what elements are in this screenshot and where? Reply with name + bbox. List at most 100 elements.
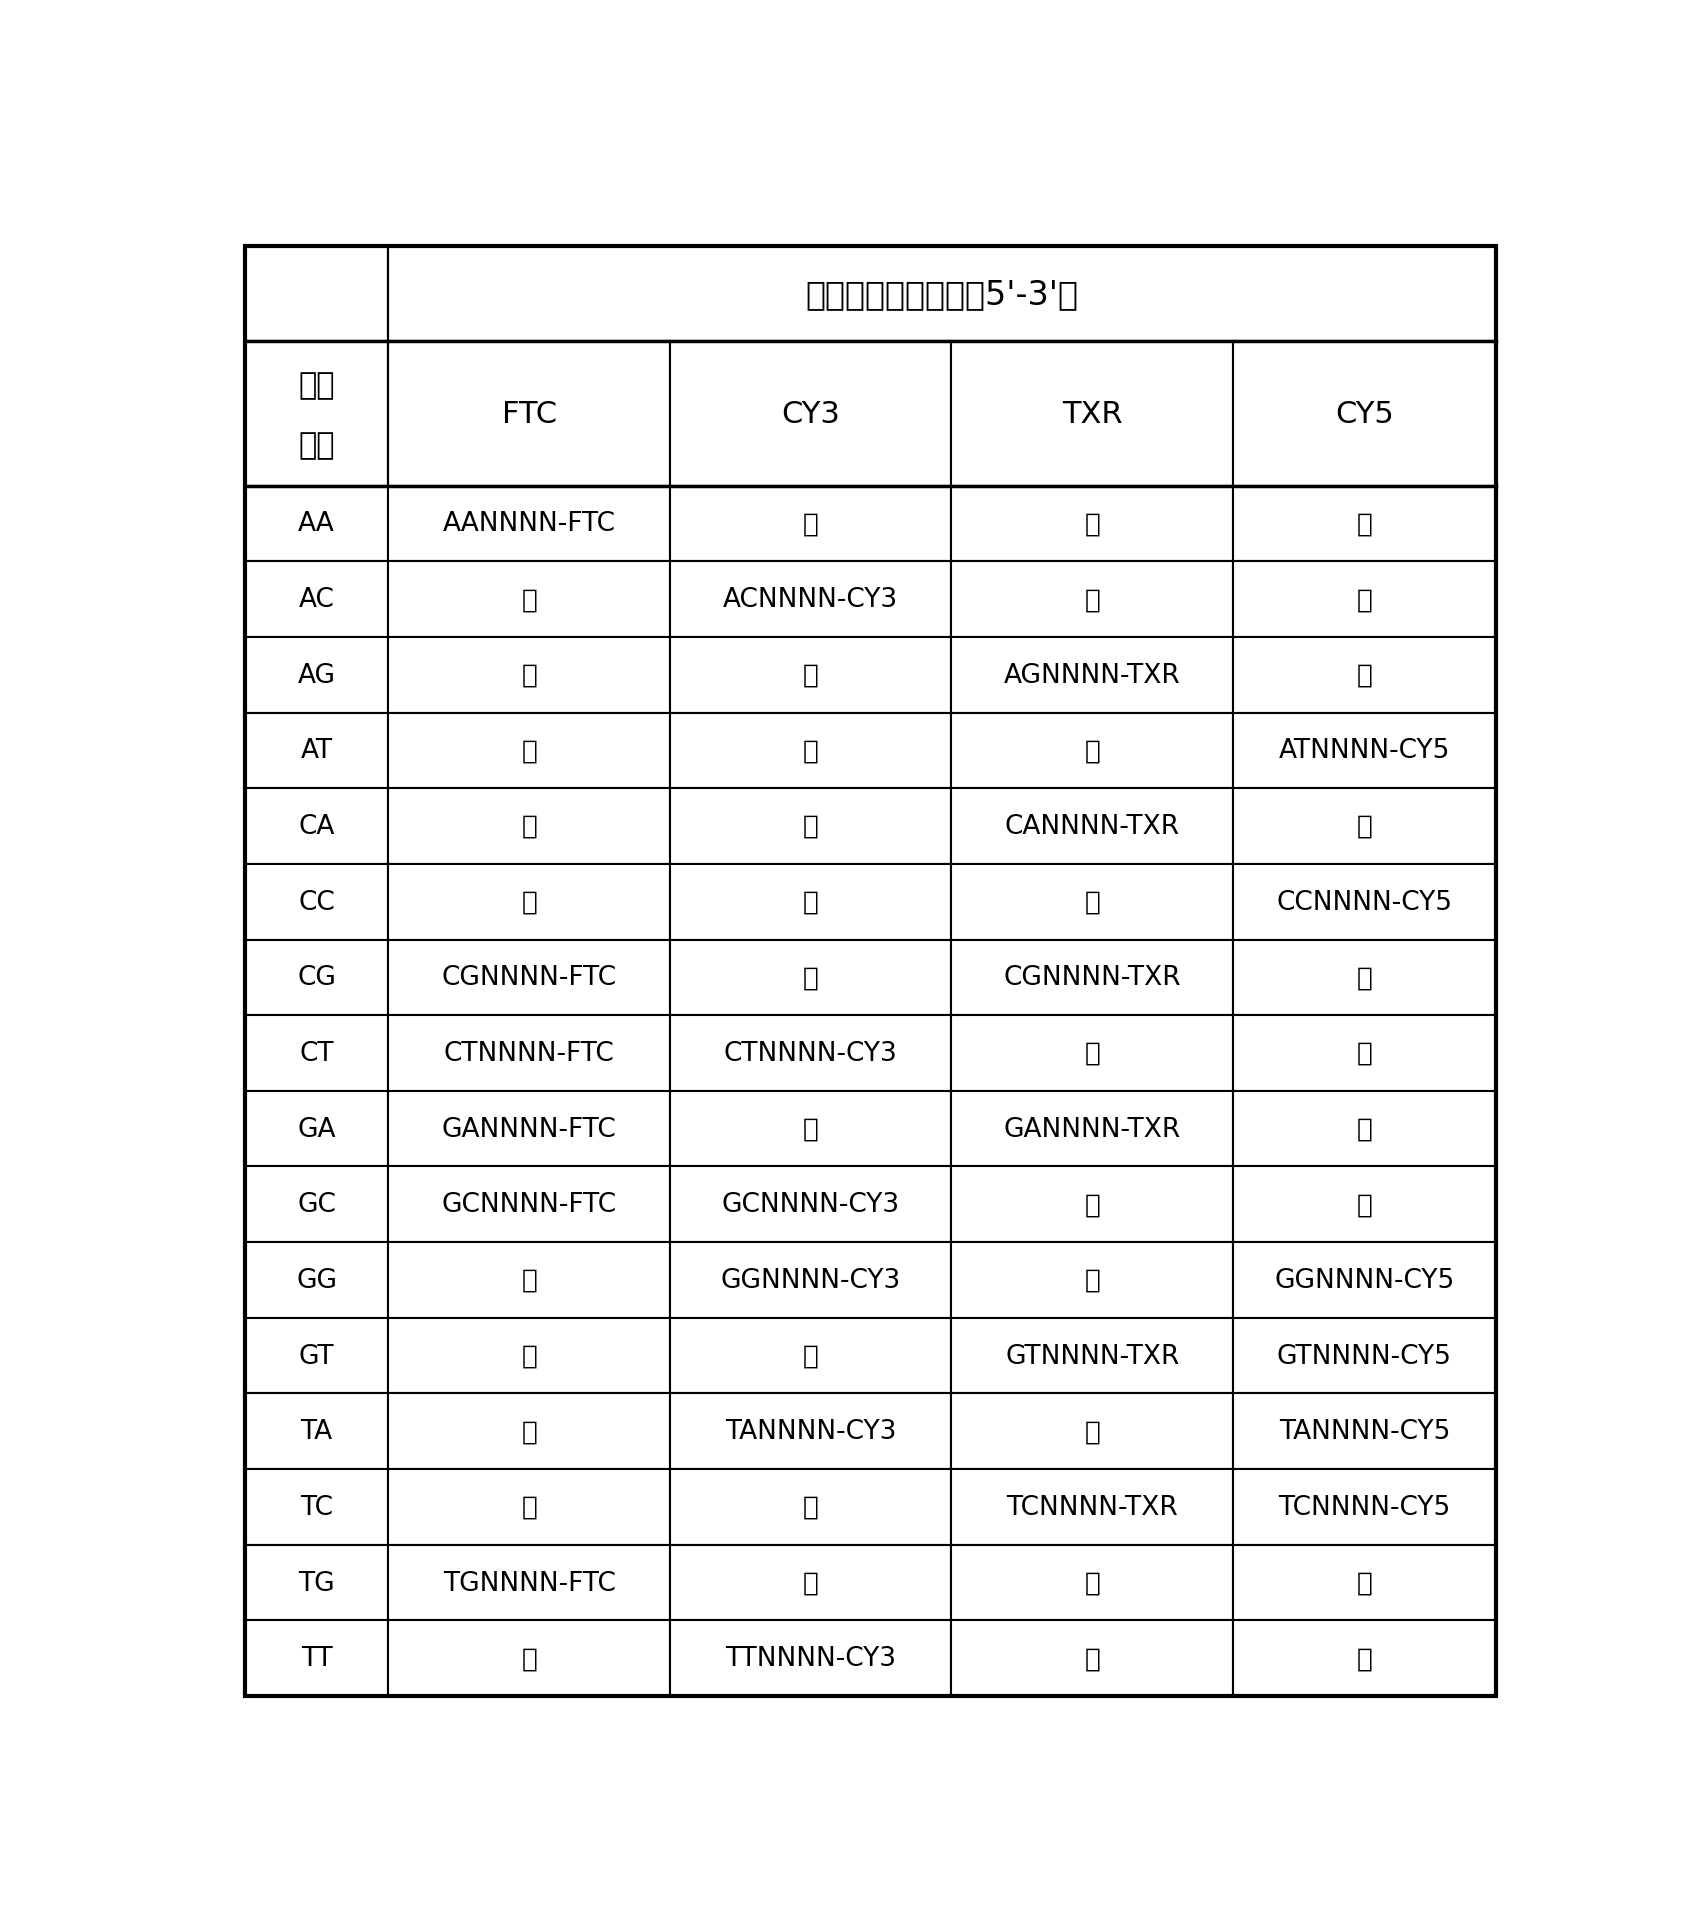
Text: 无: 无 (1084, 588, 1099, 612)
Bar (669, 1091, 952, 1168)
Bar (952, 486, 1233, 563)
Bar (952, 1242, 1233, 1319)
Text: 无: 无 (1357, 1569, 1372, 1596)
Bar (244, 1319, 388, 1393)
Text: 无: 无 (1357, 1116, 1372, 1143)
Bar (669, 1393, 952, 1470)
Bar (1233, 714, 1496, 789)
Text: 无: 无 (803, 511, 818, 538)
Bar (388, 940, 669, 1016)
Text: TT: TT (300, 1646, 332, 1671)
Text: TANNNN-CY3: TANNNN-CY3 (725, 1418, 896, 1445)
Bar (244, 714, 388, 789)
Bar (244, 563, 388, 637)
Text: 无: 无 (803, 1569, 818, 1596)
Bar (244, 1168, 388, 1242)
Bar (244, 1242, 388, 1319)
Bar (388, 1242, 669, 1319)
Text: ATNNNN-CY5: ATNNNN-CY5 (1279, 739, 1450, 764)
Bar (952, 1470, 1233, 1545)
Text: 碌基: 碌基 (298, 431, 335, 461)
Bar (1233, 1393, 1496, 1470)
Text: TANNNN-CY5: TANNNN-CY5 (1279, 1418, 1450, 1445)
Bar (244, 865, 388, 940)
Bar (952, 1091, 1233, 1168)
Bar (669, 940, 952, 1016)
Bar (1233, 1168, 1496, 1242)
Bar (669, 789, 952, 865)
Bar (952, 865, 1233, 940)
Text: TA: TA (300, 1418, 332, 1445)
Text: CY5: CY5 (1335, 400, 1394, 429)
Bar (669, 1242, 952, 1319)
Text: 无: 无 (1084, 890, 1099, 915)
Bar (1233, 637, 1496, 714)
Bar (388, 1016, 669, 1091)
Bar (669, 865, 952, 940)
Text: 无: 无 (522, 1418, 537, 1445)
Text: 无: 无 (522, 1646, 537, 1671)
Bar (244, 1091, 388, 1168)
Bar (244, 789, 388, 865)
Text: 无: 无 (1357, 813, 1372, 840)
Text: AG: AG (298, 662, 335, 689)
Text: AGNNNN-TXR: AGNNNN-TXR (1005, 662, 1181, 689)
Text: AA: AA (298, 511, 335, 538)
Text: CGNNNN-TXR: CGNNNN-TXR (1003, 965, 1181, 991)
Text: GCNNNN-CY3: GCNNNN-CY3 (722, 1192, 900, 1217)
Text: 无: 无 (522, 588, 537, 612)
Text: 无: 无 (1084, 1646, 1099, 1671)
Bar (952, 940, 1233, 1016)
Bar (244, 247, 388, 341)
Bar (952, 637, 1233, 714)
Bar (952, 341, 1233, 486)
Bar (952, 789, 1233, 865)
Bar (952, 1393, 1233, 1470)
Text: 无: 无 (803, 1495, 818, 1520)
Text: 无: 无 (1084, 1192, 1099, 1217)
Text: CY3: CY3 (781, 400, 840, 429)
Text: 无: 无 (522, 1495, 537, 1520)
Bar (388, 1393, 669, 1470)
Text: GANNNN-FTC: GANNNN-FTC (442, 1116, 617, 1143)
Text: CC: CC (298, 890, 335, 915)
Text: TCNNNN-TXR: TCNNNN-TXR (1006, 1495, 1177, 1520)
Text: 无: 无 (1357, 1646, 1372, 1671)
Bar (388, 714, 669, 789)
Text: CTNNNN-CY3: CTNNNN-CY3 (723, 1041, 898, 1066)
Text: 无: 无 (1357, 965, 1372, 991)
Bar (1233, 865, 1496, 940)
Text: 无: 无 (803, 662, 818, 689)
Text: GG: GG (296, 1267, 337, 1294)
Bar (669, 563, 952, 637)
Text: GA: GA (296, 1116, 335, 1143)
Text: 无: 无 (1357, 662, 1372, 689)
Bar (669, 1016, 952, 1091)
Text: 无: 无 (803, 965, 818, 991)
Text: GGNNNN-CY5: GGNNNN-CY5 (1274, 1267, 1455, 1294)
Text: TC: TC (300, 1495, 334, 1520)
Bar (1233, 486, 1496, 563)
Bar (388, 563, 669, 637)
Bar (1233, 1091, 1496, 1168)
Text: GTNNNN-TXR: GTNNNN-TXR (1005, 1344, 1179, 1369)
Bar (669, 637, 952, 714)
Bar (1233, 563, 1496, 637)
Text: CGNNNN-FTC: CGNNNN-FTC (442, 965, 617, 991)
Text: CCNNNN-CY5: CCNNNN-CY5 (1276, 890, 1452, 915)
Bar (244, 637, 388, 714)
Bar (388, 1621, 669, 1696)
Bar (244, 1621, 388, 1696)
Bar (244, 1393, 388, 1470)
Text: 无: 无 (803, 813, 818, 840)
Bar (669, 1168, 952, 1242)
Bar (952, 1016, 1233, 1091)
Text: 无: 无 (1357, 588, 1372, 612)
Bar (388, 1319, 669, 1393)
Bar (1233, 1319, 1496, 1393)
Text: 无: 无 (1357, 511, 1372, 538)
Text: GC: GC (296, 1192, 335, 1217)
Text: 无: 无 (522, 1344, 537, 1369)
Text: 无: 无 (1084, 1267, 1099, 1294)
Text: CG: CG (296, 965, 335, 991)
